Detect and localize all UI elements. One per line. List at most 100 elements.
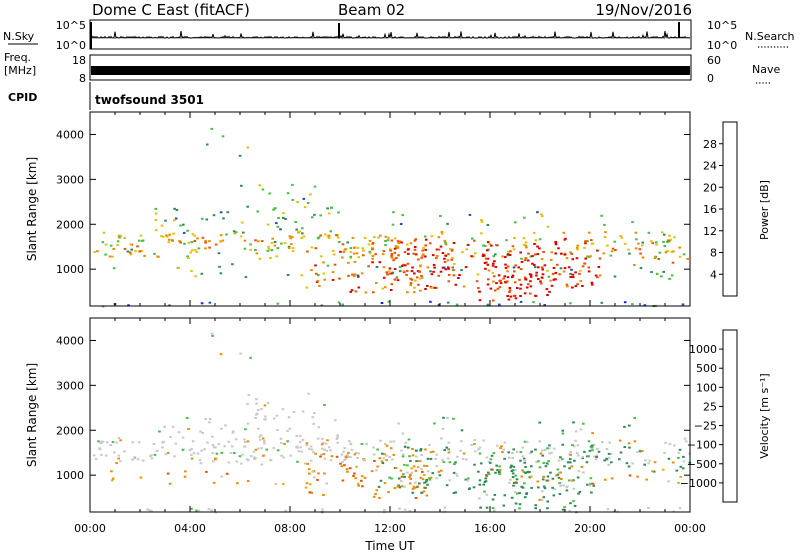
data-cell [541,454,544,457]
data-cell [305,444,309,446]
data-cell [282,456,286,459]
data-cell [647,507,650,509]
data-cell [115,462,118,465]
data-cell [100,453,103,456]
data-cell [494,253,497,256]
data-cell [492,452,496,455]
data-cell [199,430,202,433]
data-cell [409,242,413,245]
data-cell [546,225,550,228]
data-cell [504,281,507,284]
data-cell [623,446,627,448]
data-cell [526,259,530,262]
data-cell [578,490,582,493]
data-cell [247,394,251,397]
data-cell [414,469,418,472]
data-cell [492,255,495,258]
data-cell [187,428,190,430]
data-cell [606,244,609,247]
data-cell [296,201,299,203]
data-cell [584,242,587,245]
data-cell [546,507,549,510]
data-cell [541,273,545,276]
data-cell [451,248,454,251]
data-cell [435,453,438,456]
data-cell [232,230,236,233]
data-cell [542,496,546,499]
data-cell [139,476,143,479]
data-cell [589,477,593,480]
data-cell [112,267,116,270]
data-cell [405,273,408,276]
data-cell [537,460,540,463]
data-cell [636,451,639,453]
data-cell [495,444,499,447]
data-cell [679,475,682,478]
data-cell [492,262,495,265]
data-cell [362,254,365,257]
data-cell [187,257,190,259]
data-cell [219,240,222,242]
data-cell [379,479,383,482]
y-tick-label: 1000 [56,469,84,482]
data-cell [524,278,527,281]
data-cell [418,482,421,485]
data-cell [525,286,529,289]
data-cell [563,267,567,270]
data-cell [323,278,326,281]
velocity-y-label: Slant Range [km] [25,363,39,467]
data-cell [439,270,443,273]
data-cell [195,250,199,253]
data-cell [493,260,496,263]
data-cell [445,446,449,449]
data-cell [524,496,527,499]
data-cell [570,465,573,468]
data-cell [541,268,544,271]
data-cell [495,282,498,285]
data-cell [653,461,657,464]
data-cell [393,487,397,489]
data-cell [576,454,580,457]
data-cell [349,290,352,293]
data-cell [327,446,331,449]
data-cell [482,483,485,486]
data-cell [389,249,392,252]
data-cell [554,241,558,244]
data-cell [191,249,194,252]
time-tick-label: 00:00 [674,522,706,535]
data-cell [268,192,271,195]
data-cell [300,236,303,239]
data-cell [515,450,519,453]
data-cell [441,252,445,254]
data-cell [433,286,436,289]
data-cell [419,460,423,463]
data-cell [177,431,181,434]
data-cell [388,476,391,479]
data-cell [606,459,609,461]
data-cell [398,486,402,489]
data-cell [208,240,211,243]
data-cell [558,482,561,485]
data-cell [211,435,214,438]
data-cell [311,216,314,219]
data-cell [667,457,671,460]
data-cell [424,448,427,451]
data-cell [123,247,127,250]
data-cell [619,451,623,454]
data-cell [423,474,426,476]
data-cell [283,241,287,244]
data-cell [655,272,659,275]
data-cell [554,278,557,281]
data-cell [404,508,407,511]
data-cell [470,444,473,446]
data-cell [396,485,400,488]
data-cell [483,245,487,247]
time-axis: 00:00 04:00 08:00 12:00 16:00 20:00 00:00 [74,522,706,535]
data-cell [373,460,376,462]
data-cell [523,461,526,464]
data-cell [444,243,448,246]
data-cell [243,247,247,250]
data-cell [677,452,681,454]
data-cell [587,270,591,273]
data-cell [590,446,594,449]
